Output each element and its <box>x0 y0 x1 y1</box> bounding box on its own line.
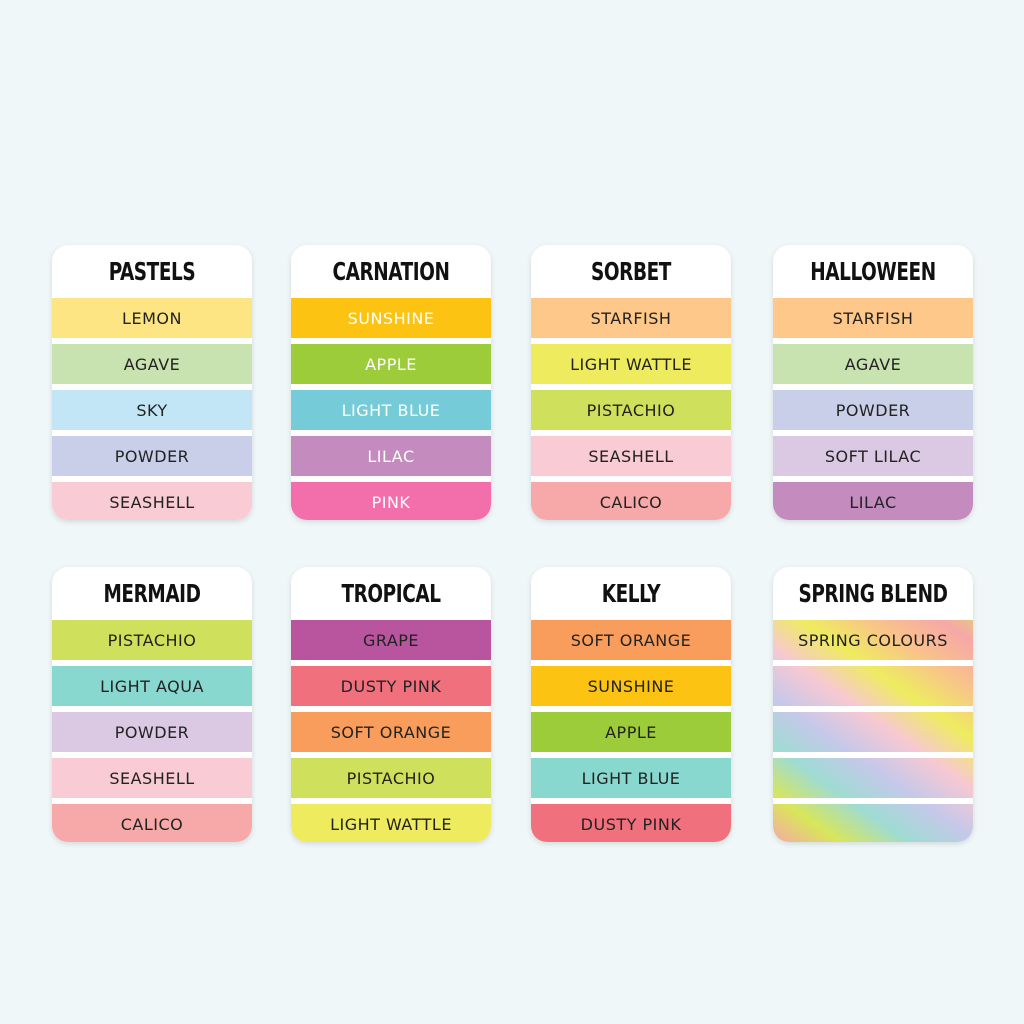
palette-title: Halloween <box>810 257 936 286</box>
band-separator <box>773 706 973 712</box>
color-band: APPLE <box>531 712 731 752</box>
band-separator <box>773 752 973 758</box>
palette-title: Mermaid <box>103 579 201 608</box>
color-band: APPLE <box>291 344 491 384</box>
color-bands: STARFISH LIGHT WATTLE PISTACHIO SEASHELL CAL… <box>531 298 731 520</box>
color-band: SEASHELL <box>52 758 252 798</box>
color-band: SOFT ORANGE <box>291 712 491 752</box>
color-band: STARFISH <box>531 298 731 338</box>
color-bands: SOFT ORANGE SUNSHINE APPLE LIGHT BLUE DUSTY … <box>531 620 731 842</box>
color-band: LIGHT BLUE <box>531 758 731 798</box>
color-band: POWDER <box>52 712 252 752</box>
color-band: GRAPE <box>291 620 491 660</box>
color-band: DUSTY PINK <box>531 804 731 842</box>
color-band: LILAC <box>773 482 973 520</box>
color-bands: SUNSHINE APPLE LIGHT BLUE LILAC PINK <box>291 298 491 520</box>
palette-title: Spring Blend <box>798 579 948 608</box>
color-band: SOFT ORANGE <box>531 620 731 660</box>
color-band: LILAC <box>291 436 491 476</box>
color-band: SOFT LILAC <box>773 436 973 476</box>
color-band <box>773 804 973 842</box>
color-band: PISTACHIO <box>531 390 731 430</box>
palette-card-carnation: Carnation SUNSHINE APPLE LIGHT BLUE LILAC PIN… <box>291 245 491 520</box>
color-band: LIGHT BLUE <box>291 390 491 430</box>
color-band: AGAVE <box>773 344 973 384</box>
palette-title: Sorbet <box>591 257 671 286</box>
color-band: PINK <box>291 482 491 520</box>
palette-card-halloween: Halloween STARFISH AGAVE POWDER SOFT LILAC LI… <box>773 245 973 520</box>
color-band: SUNSHINE <box>291 298 491 338</box>
color-band: SEASHELL <box>531 436 731 476</box>
band-separator <box>773 660 973 666</box>
color-band: PISTACHIO <box>52 620 252 660</box>
palette-title: Kelly <box>601 579 661 608</box>
palette-title: Tropical <box>341 579 441 608</box>
color-band: LEMON <box>52 298 252 338</box>
color-band: LIGHT WATTLE <box>531 344 731 384</box>
color-bands: STARFISH AGAVE POWDER SOFT LILAC LILAC <box>773 298 973 520</box>
color-band: CALICO <box>52 804 252 842</box>
color-band: PISTACHIO <box>291 758 491 798</box>
color-bands: PISTACHIO LIGHT AQUA POWDER SEASHELL CALICO <box>52 620 252 842</box>
color-band: POWDER <box>52 436 252 476</box>
palette-card-kelly: Kelly SOFT ORANGE SUNSHINE APPLE LIGHT BLUE D… <box>531 567 731 842</box>
color-band: LIGHT AQUA <box>52 666 252 706</box>
color-band <box>773 666 973 706</box>
color-band: STARFISH <box>773 298 973 338</box>
color-band: LIGHT WATTLE <box>291 804 491 842</box>
palette-card-spring-blend: Spring Blend SPRING COLOURS <box>773 567 973 842</box>
color-bands: LEMON AGAVE SKY POWDER SEASHELL <box>52 298 252 520</box>
color-band: SEASHELL <box>52 482 252 520</box>
palette-title: Carnation <box>332 257 450 286</box>
color-band: AGAVE <box>52 344 252 384</box>
color-band: DUSTY PINK <box>291 666 491 706</box>
color-band: SPRING COLOURS <box>798 630 948 650</box>
color-bands: SPRING COLOURS <box>773 620 973 842</box>
color-band <box>773 758 973 798</box>
color-band: SKY <box>52 390 252 430</box>
color-band: CALICO <box>531 482 731 520</box>
palette-title: Pastels <box>108 257 196 286</box>
color-band <box>773 712 973 752</box>
color-bands: GRAPE DUSTY PINK SOFT ORANGE PISTACHIO LIGHT… <box>291 620 491 842</box>
band-separator <box>773 798 973 804</box>
color-band: SUNSHINE <box>531 666 731 706</box>
palette-card-sorbet: Sorbet STARFISH LIGHT WATTLE PISTACHIO SEASH… <box>531 245 731 520</box>
palette-card-pastels: Pastels LEMON AGAVE SKY POWDER SEASHELL <box>52 245 252 520</box>
palette-card-mermaid: Mermaid PISTACHIO LIGHT AQUA POWDER SEASHELL… <box>52 567 252 842</box>
palette-card-tropical: Tropical GRAPE DUSTY PINK SOFT ORANGE PISTAC… <box>291 567 491 842</box>
color-band: POWDER <box>773 390 973 430</box>
